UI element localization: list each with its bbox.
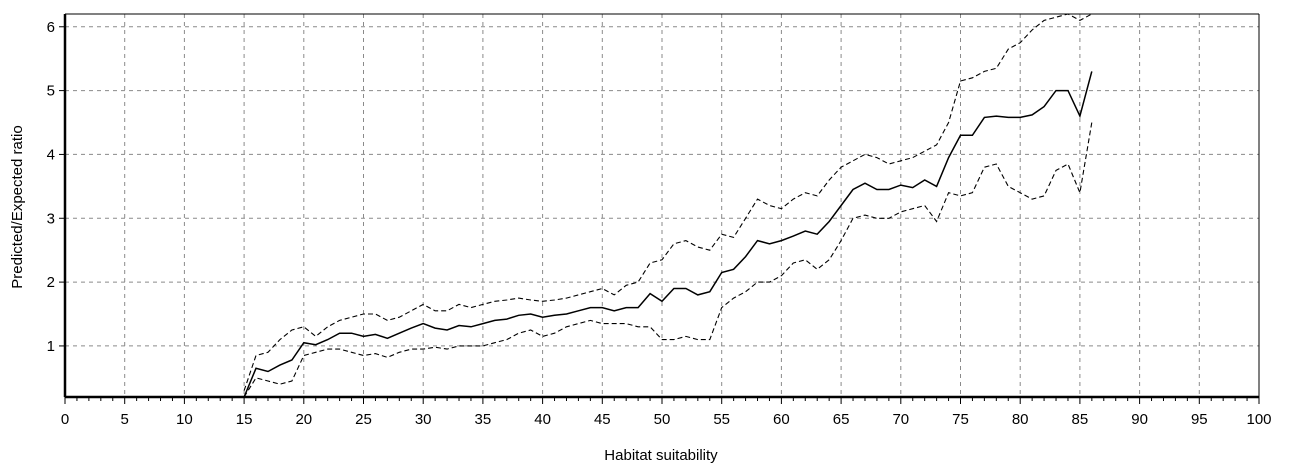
y-tick-label: 4 (47, 146, 55, 163)
y-axis-label: Predicted/Expected ratio (9, 125, 26, 288)
confidence-bound-line (243, 13, 1093, 391)
x-tick-label: 85 (1072, 411, 1089, 428)
y-tick-label: 6 (47, 19, 55, 36)
x-tick-label: 90 (1131, 411, 1148, 428)
x-tick-label: 55 (713, 411, 730, 428)
x-tick-label: 100 (1246, 411, 1271, 428)
x-tick-label: 45 (594, 411, 611, 428)
x-tick-label: 10 (176, 411, 193, 428)
x-tick-label: 60 (773, 411, 790, 428)
x-tick-label: 35 (475, 411, 492, 428)
tick-labels: 0 5 10 15 20 25 30 35 40 45 50 55 60 65 70 75 80 85 90 95 10… (47, 19, 1272, 428)
x-tick-label: 65 (833, 411, 850, 428)
x-tick-label: 5 (121, 411, 129, 428)
series-lines (243, 13, 1093, 398)
y-tick-label: 2 (47, 274, 55, 291)
x-tick-label: 75 (952, 411, 969, 428)
x-tick-label: 20 (295, 411, 312, 428)
x-tick-label: 80 (1012, 411, 1029, 428)
x-tick-label: 0 (61, 411, 69, 428)
x-tick-label: 40 (534, 411, 551, 428)
x-tick-label: 70 (892, 411, 909, 428)
y-tick-label: 3 (47, 210, 55, 227)
confidence-bound-line (243, 122, 1093, 398)
x-tick-label: 30 (415, 411, 432, 428)
y-tick-label: 1 (47, 338, 55, 355)
axes (59, 13, 1260, 404)
x-tick-label: 50 (654, 411, 671, 428)
y-tick-label: 5 (47, 83, 55, 100)
x-tick-label: 25 (355, 411, 372, 428)
ratio-line (243, 71, 1093, 398)
x-tick-label: 15 (236, 411, 253, 428)
x-tick-label: 95 (1191, 411, 1208, 428)
x-axis-label: Habitat suitability (604, 447, 718, 464)
